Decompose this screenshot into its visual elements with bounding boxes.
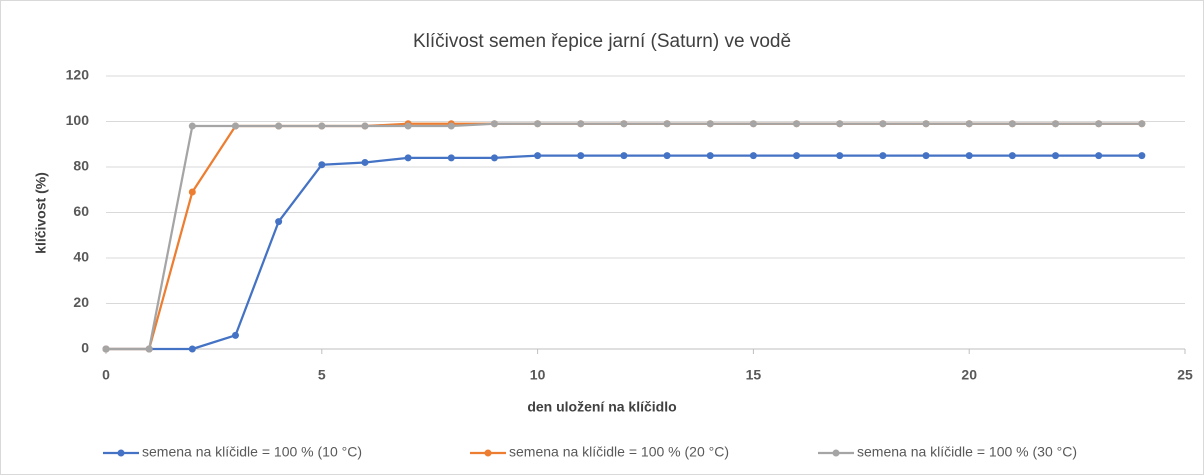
- data-point: [1052, 120, 1060, 128]
- data-point: [490, 120, 498, 128]
- data-point: [663, 152, 671, 160]
- data-point: [188, 122, 196, 130]
- data-point: [188, 188, 196, 196]
- data-point: [577, 120, 585, 128]
- data-point: [188, 345, 196, 353]
- data-point: [447, 122, 455, 130]
- data-point: [145, 345, 153, 353]
- data-point: [1008, 152, 1016, 160]
- data-point: [663, 120, 671, 128]
- y-tick-label: 80: [73, 158, 89, 174]
- data-point: [749, 152, 757, 160]
- legend-label: semena na klíčidle = 100 % (20 °C): [509, 444, 729, 460]
- legend-label: semena na klíčidle = 100 % (10 °C): [142, 444, 362, 460]
- data-point: [447, 154, 455, 162]
- x-tick-label: 25: [1177, 367, 1193, 383]
- data-point: [1095, 152, 1103, 160]
- data-point: [1008, 120, 1016, 128]
- data-point: [793, 120, 801, 128]
- data-point: [922, 120, 930, 128]
- y-tick-label: 100: [66, 112, 90, 128]
- data-point: [1052, 152, 1060, 160]
- data-point: [231, 331, 239, 339]
- y-tick-label: 120: [66, 67, 90, 83]
- data-point: [404, 122, 412, 130]
- x-tick-label: 20: [961, 367, 977, 383]
- chart-title: Klíčivost semen řepice jarní (Saturn) ve…: [413, 31, 791, 52]
- y-tick-label: 60: [73, 203, 89, 219]
- data-point: [534, 120, 542, 128]
- data-point: [620, 152, 628, 160]
- legend-marker: [832, 449, 840, 457]
- data-point: [318, 122, 326, 130]
- data-point: [706, 120, 714, 128]
- data-point: [318, 161, 326, 169]
- data-point: [1095, 120, 1103, 128]
- data-point: [361, 158, 369, 166]
- x-tick-label: 15: [746, 367, 762, 383]
- y-tick-label: 40: [73, 249, 89, 265]
- data-point: [620, 120, 628, 128]
- data-point: [361, 122, 369, 130]
- legend-marker: [117, 449, 125, 457]
- x-tick-label: 5: [318, 367, 326, 383]
- data-point: [879, 152, 887, 160]
- data-point: [836, 152, 844, 160]
- data-point: [922, 152, 930, 160]
- x-axis-title: den uložení na klíčidlo: [527, 399, 676, 415]
- data-point: [102, 345, 110, 353]
- data-point: [275, 122, 283, 130]
- data-point: [965, 120, 973, 128]
- y-tick-label: 0: [81, 340, 89, 356]
- data-point: [577, 152, 585, 160]
- data-point: [793, 152, 801, 160]
- data-point: [706, 152, 714, 160]
- y-tick-label: 20: [73, 294, 89, 310]
- legend-marker: [484, 449, 492, 457]
- data-point: [879, 120, 887, 128]
- data-point: [1138, 120, 1146, 128]
- x-tick-label: 10: [530, 367, 546, 383]
- y-axis-title: klíčivost (%): [33, 172, 49, 254]
- x-tick-label: 0: [102, 367, 110, 383]
- data-point: [836, 120, 844, 128]
- data-point: [534, 152, 542, 160]
- data-point: [1138, 152, 1146, 160]
- legend-label: semena na klíčidle = 100 % (30 °C): [857, 444, 1077, 460]
- data-point: [490, 154, 498, 162]
- data-point: [404, 154, 412, 162]
- data-point: [275, 218, 283, 226]
- data-point: [749, 120, 757, 128]
- data-point: [965, 152, 973, 160]
- data-point: [231, 122, 239, 130]
